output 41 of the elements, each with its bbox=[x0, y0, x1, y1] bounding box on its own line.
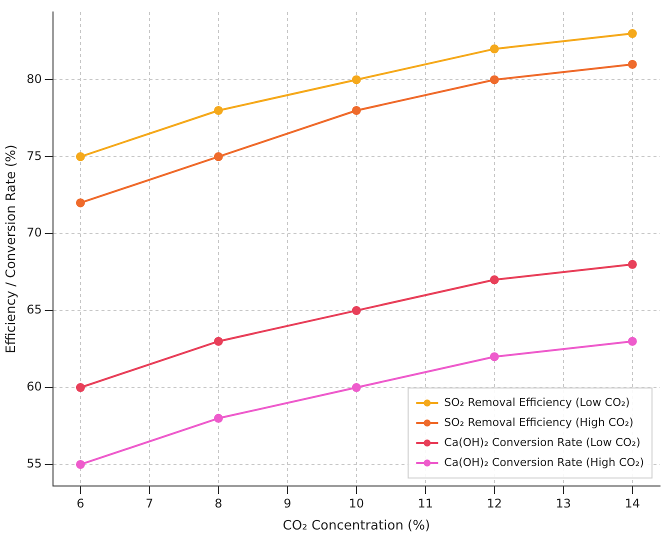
x-tick-label: 6 bbox=[76, 496, 84, 510]
point bbox=[76, 460, 85, 469]
point bbox=[214, 152, 223, 162]
point bbox=[490, 275, 499, 284]
point bbox=[352, 306, 361, 316]
y-tick-label: 70 bbox=[26, 226, 42, 240]
x-tick-label: 7 bbox=[146, 496, 154, 510]
x-tick-label: 11 bbox=[418, 496, 434, 510]
point bbox=[76, 152, 85, 162]
x-tick-label: 10 bbox=[348, 496, 364, 510]
point bbox=[628, 29, 637, 38]
x-tick-label: 9 bbox=[284, 496, 292, 510]
y-tick-label: 80 bbox=[26, 72, 42, 86]
point bbox=[628, 60, 637, 69]
point bbox=[352, 75, 361, 84]
legend-label: SO₂ Removal Efficiency (High CO₂) bbox=[444, 416, 634, 429]
point bbox=[76, 383, 85, 392]
point bbox=[490, 44, 499, 54]
y-tick-label: 55 bbox=[26, 456, 42, 471]
x-tick-label: 14 bbox=[624, 496, 640, 510]
y-axis-title: Efficiency / Conversion Rate (%) bbox=[4, 144, 20, 354]
point bbox=[214, 414, 223, 423]
point bbox=[628, 336, 637, 346]
y-tick-label: 75 bbox=[26, 148, 42, 163]
point bbox=[490, 352, 499, 362]
legend-label: Ca(OH)₂ Conversion Rate (Low CO₂) bbox=[444, 436, 640, 449]
y-tick-label: 60 bbox=[26, 380, 42, 394]
x-tick-label: 13 bbox=[556, 496, 572, 510]
point bbox=[214, 336, 223, 346]
point bbox=[76, 198, 85, 208]
legend-label: Ca(OH)₂ Conversion Rate (High CO₂) bbox=[444, 456, 644, 469]
legend-label: SO₂ Removal Efficiency (Low CO₂) bbox=[444, 396, 630, 409]
x-tick-label: 8 bbox=[214, 496, 222, 510]
point bbox=[214, 106, 223, 115]
point bbox=[352, 383, 361, 392]
point bbox=[352, 106, 361, 115]
point bbox=[490, 75, 499, 84]
x-tick-label: 12 bbox=[486, 496, 502, 510]
x-axis-title: CO₂ Concentration (%) bbox=[282, 518, 430, 534]
y-tick-label: 65 bbox=[26, 302, 42, 317]
point bbox=[628, 260, 637, 269]
